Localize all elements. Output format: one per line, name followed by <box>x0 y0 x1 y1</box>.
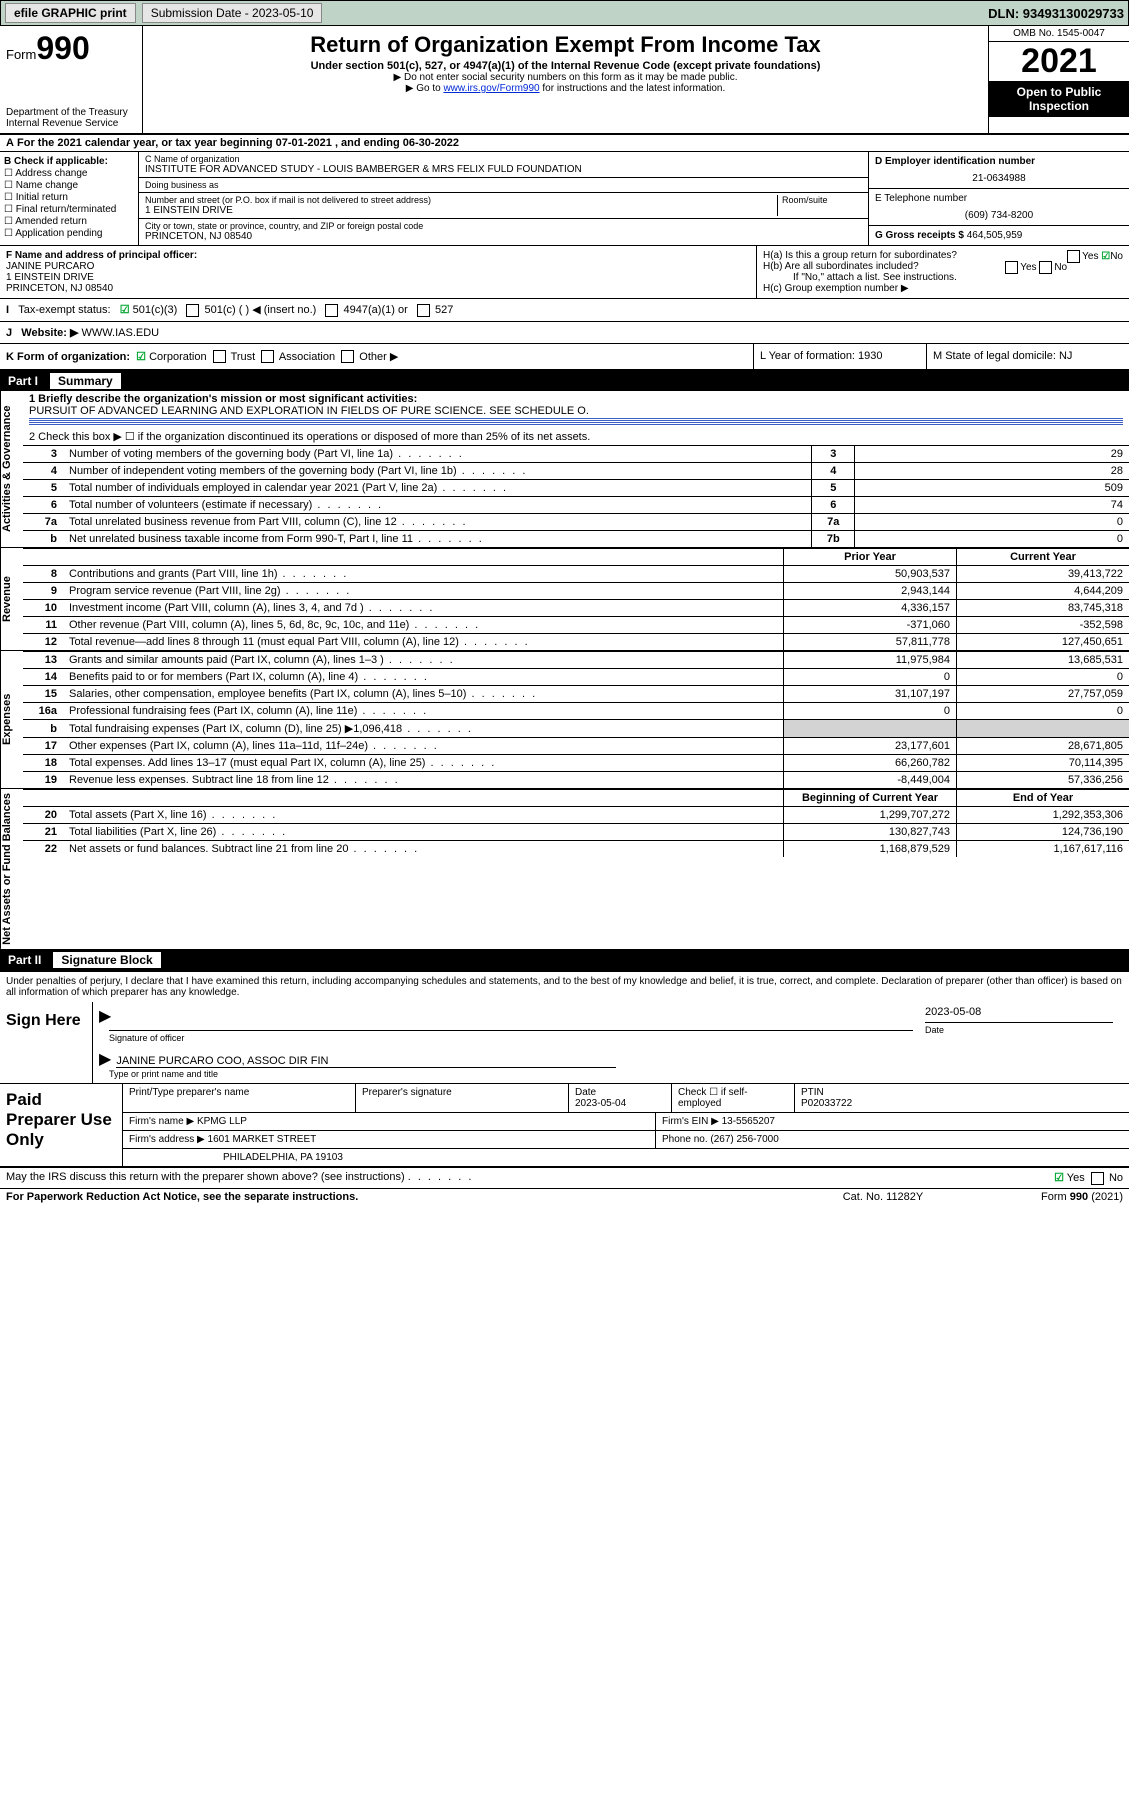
vtab-revenue: Revenue <box>0 548 23 650</box>
street-row: Number and street (or P.O. box if mail i… <box>139 193 868 219</box>
chk-name-change[interactable]: ☐ Name change <box>4 180 134 191</box>
vtab-activities: Activities & Governance <box>0 391 23 547</box>
part2-bar: Part II Signature Block <box>0 950 1129 970</box>
summary-activities: Activities & Governance 1 Briefly descri… <box>0 391 1129 548</box>
paid-preparer-row: Paid Preparer Use Only Print/Type prepar… <box>0 1084 1129 1167</box>
box-h: H(a) Is this a group return for subordin… <box>757 246 1129 298</box>
line-a-taxyear: A For the 2021 calendar year, or tax yea… <box>0 135 1129 152</box>
summary-expenses: Expenses 13Grants and similar amounts pa… <box>0 651 1129 789</box>
form-subtitle-2: ▶ Do not enter social security numbers o… <box>151 72 980 83</box>
row-j: J Website: ▶ WWW.IAS.EDU <box>0 322 1129 344</box>
irs-link[interactable]: www.irs.gov/Form990 <box>443 83 539 94</box>
line1-mission: 1 Briefly describe the organization's mi… <box>23 391 1129 428</box>
arrow-icon: ▶ <box>99 1051 111 1068</box>
omb-number: OMB No. 1545-0047 <box>989 26 1129 42</box>
vtab-netassets: Net Assets or Fund Balances <box>0 789 23 949</box>
fh-section: F Name and address of principal officer:… <box>0 246 1129 299</box>
summary-netassets: Net Assets or Fund Balances Beginning of… <box>0 789 1129 950</box>
sig-declaration: Under penalties of perjury, I declare th… <box>0 970 1129 1002</box>
form-title: Return of Organization Exempt From Incom… <box>151 32 980 58</box>
city-row: City or town, state or province, country… <box>139 219 868 244</box>
box-e-phone: E Telephone number (609) 734-8200 <box>869 189 1129 226</box>
row-klm: K Form of organization: ☑ Corporation Tr… <box>0 344 1129 372</box>
submission-date: Submission Date - 2023-05-10 <box>142 3 323 23</box>
dln: DLN: 93493130029733 <box>988 6 1124 21</box>
chk-amended-return[interactable]: ☐ Amended return <box>4 216 134 227</box>
open-to-public: Open to Public Inspection <box>989 81 1129 117</box>
tax-year: 2021 <box>989 42 1129 81</box>
box-d-ein: D Employer identification number 21-0634… <box>869 152 1129 189</box>
summary-revenue: Revenue Prior YearCurrent Year8Contribut… <box>0 548 1129 651</box>
vtab-expenses: Expenses <box>0 651 23 788</box>
form-header: Form990 Department of the Treasury Inter… <box>0 26 1129 135</box>
efile-print-button[interactable]: efile GRAPHIC print <box>5 3 136 23</box>
org-name-row: C Name of organization INSTITUTE FOR ADV… <box>139 152 868 178</box>
entity-section: B Check if applicable: ☐ Address change … <box>0 152 1129 246</box>
box-g-gross: G Gross receipts $ 464,505,959 <box>869 226 1129 245</box>
row-i: I Tax-exempt status: ☑ 501(c)(3) 501(c) … <box>0 299 1129 322</box>
chk-application-pending[interactable]: ☐ Application pending <box>4 228 134 239</box>
box-f: F Name and address of principal officer:… <box>0 246 757 298</box>
chk-final-return[interactable]: ☐ Final return/terminated <box>4 204 134 215</box>
may-discuss-row: May the IRS discuss this return with the… <box>0 1167 1129 1188</box>
org-name: INSTITUTE FOR ADVANCED STUDY - LOUIS BAM… <box>145 164 862 175</box>
dba-row: Doing business as <box>139 178 868 193</box>
chk-address-change[interactable]: ☐ Address change <box>4 168 134 179</box>
line2: 2 Check this box ▶ ☐ if the organization… <box>23 428 1129 445</box>
form-number: Form990 <box>6 30 136 67</box>
part1-bar: Part I Summary <box>0 371 1129 391</box>
chk-initial-return[interactable]: ☐ Initial return <box>4 192 134 203</box>
page-footer: For Paperwork Reduction Act Notice, see … <box>0 1188 1129 1205</box>
form-subtitle-1: Under section 501(c), 527, or 4947(a)(1)… <box>151 60 980 72</box>
sign-here-row: Sign Here ▶ Signature of officer 2023-05… <box>0 1002 1129 1084</box>
arrow-icon: ▶ <box>99 1008 111 1025</box>
box-b: B Check if applicable: ☐ Address change … <box>0 152 139 245</box>
form-subtitle-3: ▶ Go to www.irs.gov/Form990 for instruct… <box>151 83 980 94</box>
top-toolbar: efile GRAPHIC print Submission Date - 20… <box>0 0 1129 26</box>
dept-label: Department of the Treasury Internal Reve… <box>6 107 136 129</box>
